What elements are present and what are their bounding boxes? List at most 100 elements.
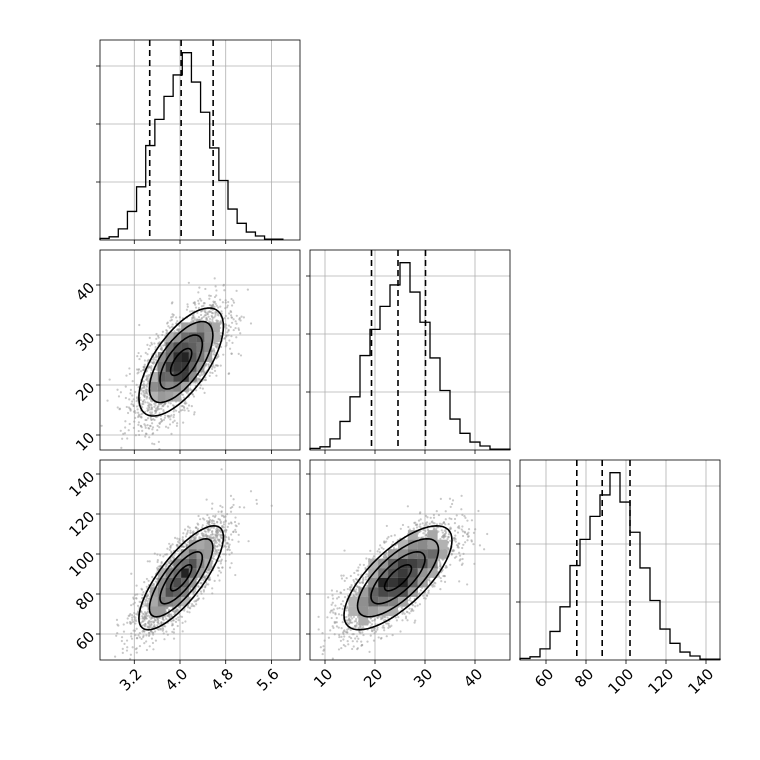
sample-point <box>217 510 220 513</box>
sample-point <box>216 545 219 548</box>
sample-point <box>208 297 211 300</box>
sample-point <box>174 409 178 412</box>
density-cell <box>196 322 205 333</box>
sample-point <box>225 327 228 330</box>
sample-point <box>232 301 236 304</box>
sample-point <box>144 401 147 404</box>
sample-point <box>164 625 167 628</box>
density-cell <box>204 332 213 343</box>
sample-point <box>133 601 136 604</box>
sample-point <box>139 621 143 624</box>
y-tick-label: 40 <box>72 279 98 305</box>
sample-point <box>234 530 238 534</box>
sample-point <box>186 303 189 306</box>
sample-point <box>155 353 158 357</box>
sample-point <box>189 531 192 534</box>
sample-point <box>187 541 190 544</box>
joint-plot-area <box>100 277 253 450</box>
sample-point <box>151 428 154 431</box>
histogram-step <box>309 262 511 450</box>
sample-point <box>189 387 192 390</box>
density-cell <box>165 371 174 382</box>
sample-point <box>156 428 159 432</box>
sample-point <box>154 404 157 407</box>
sample-point <box>211 371 214 375</box>
sample-point <box>229 325 232 329</box>
sample-point <box>207 364 210 367</box>
sample-point <box>152 356 156 359</box>
sample-point <box>219 364 222 367</box>
sample-point <box>199 386 202 390</box>
sample-point <box>117 395 121 398</box>
sample-point <box>169 415 172 418</box>
contour-line <box>138 307 225 417</box>
density-cell <box>157 352 166 362</box>
sample-point <box>255 498 258 502</box>
sample-point <box>121 647 124 650</box>
sample-point <box>190 603 194 606</box>
sample-point <box>219 345 223 349</box>
sample-point <box>215 304 218 307</box>
sample-point <box>143 363 146 366</box>
sample-point <box>149 416 152 419</box>
sample-point <box>135 584 138 587</box>
x-tick-label: 3.2 <box>116 665 146 695</box>
sample-point <box>144 418 147 422</box>
sample-point <box>129 388 132 391</box>
density-cell <box>173 342 182 353</box>
sample-point <box>129 657 132 660</box>
density-cell <box>165 332 174 343</box>
sample-point <box>219 571 223 574</box>
sample-point <box>137 371 140 374</box>
sample-point <box>135 368 139 371</box>
sample-point <box>237 328 241 332</box>
sample-point <box>198 375 202 378</box>
sample-point <box>142 380 145 383</box>
density-cell <box>165 352 174 362</box>
sample-point <box>140 416 143 419</box>
sample-point <box>215 364 218 367</box>
sample-point <box>131 616 134 619</box>
sample-point <box>170 325 173 328</box>
sample-point <box>205 498 208 501</box>
sample-point <box>100 424 103 427</box>
sample-point <box>158 412 161 415</box>
sample-point <box>178 316 182 319</box>
sample-point <box>169 402 172 405</box>
sample-point <box>148 645 151 648</box>
sample-point <box>154 630 157 633</box>
sample-point <box>182 405 185 408</box>
sample-point <box>143 581 146 584</box>
density-cell <box>157 362 166 372</box>
sample-point <box>134 416 137 419</box>
sample-point <box>126 646 129 649</box>
sample-point <box>151 575 154 579</box>
sample-point <box>158 426 161 429</box>
sample-point <box>143 365 146 368</box>
sample-point <box>194 306 198 309</box>
sample-point <box>166 633 169 636</box>
sample-point <box>146 382 149 385</box>
sample-point <box>235 314 238 317</box>
sample-point <box>229 314 233 317</box>
sample-point <box>206 311 210 314</box>
sample-point <box>145 577 149 581</box>
sample-point <box>182 396 185 399</box>
sample-point <box>162 555 165 558</box>
sample-point <box>230 551 233 554</box>
sample-point <box>231 341 234 345</box>
histogram-step <box>99 52 284 240</box>
sample-point <box>138 433 141 437</box>
sample-point <box>116 388 119 391</box>
sample-point <box>218 579 221 582</box>
sample-point <box>232 318 235 321</box>
sample-point <box>171 315 174 318</box>
sample-point <box>150 411 154 414</box>
sample-point <box>140 392 143 395</box>
sample-point <box>146 343 149 346</box>
sample-point <box>207 572 210 575</box>
sample-point <box>177 410 181 414</box>
density-cell <box>181 332 189 343</box>
sample-point <box>164 414 167 417</box>
sample-point <box>200 299 203 302</box>
